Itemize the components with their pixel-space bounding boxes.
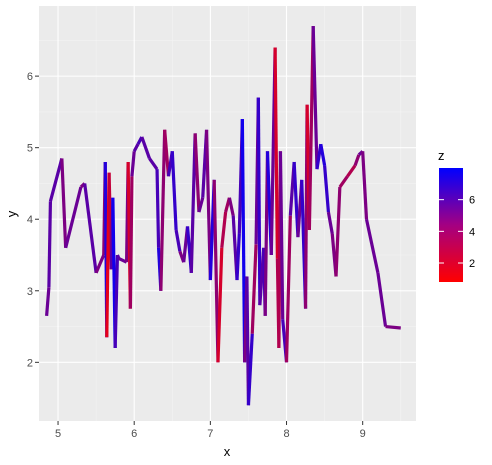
series-segment — [216, 247, 224, 363]
series-segment — [197, 197, 205, 213]
series-segment — [376, 272, 388, 327]
y-tick-label: 3 — [27, 286, 33, 298]
grid-minor — [39, 6, 416, 421]
series-segment — [163, 129, 171, 177]
series-segment — [385, 324, 401, 330]
legend-title: z — [438, 148, 445, 163]
series-segment — [140, 136, 151, 159]
series-segment — [174, 229, 182, 252]
series-segment — [132, 143, 140, 153]
y-tick-label: 2 — [27, 357, 33, 369]
series-segment — [113, 254, 120, 349]
series-segment — [115, 254, 121, 260]
series-segment — [170, 151, 178, 231]
series-segment — [353, 154, 361, 167]
series-segment — [250, 244, 258, 334]
legend-label: 2 — [469, 258, 475, 270]
series-segment — [319, 143, 327, 166]
series-segment — [130, 151, 136, 177]
series-segment — [148, 157, 159, 171]
legend: z 2 4 6 — [438, 148, 475, 282]
series-segment — [45, 287, 51, 316]
series-segment — [227, 197, 235, 216]
series-segment — [326, 211, 334, 234]
series-segment — [361, 151, 369, 220]
series-segment — [94, 254, 106, 274]
legend-label: 6 — [469, 195, 475, 207]
series-segment — [235, 233, 241, 281]
series-segment — [346, 164, 357, 178]
x-tick-label: 7 — [207, 428, 213, 440]
series-segment — [364, 218, 380, 274]
series-segment — [220, 211, 228, 249]
series-segment — [193, 133, 201, 213]
plot-panel — [39, 6, 416, 421]
series-segment — [189, 133, 197, 273]
series-segment — [323, 165, 331, 213]
series-segment — [159, 129, 167, 291]
legend-label: 4 — [469, 226, 475, 238]
y-tick-label: 6 — [27, 71, 33, 83]
y-axis-title: y — [4, 210, 19, 217]
series-segment — [256, 97, 262, 306]
y-tick-label: 5 — [27, 143, 33, 155]
series-segment — [60, 158, 68, 248]
series-segment — [155, 169, 161, 248]
x-axis-ticks: 5 6 7 8 9 — [55, 421, 366, 440]
x-tick-label: 8 — [283, 428, 289, 440]
series-segment — [284, 215, 292, 363]
series-segment — [273, 47, 279, 259]
y-axis-ticks: 2 3 4 5 6 — [27, 71, 39, 369]
series-segment — [338, 175, 349, 188]
series-segment — [212, 179, 220, 363]
series-segment — [83, 183, 98, 274]
series-line — [45, 25, 401, 406]
legend-ticks: 2 4 6 — [439, 195, 475, 270]
x-tick-label: 5 — [55, 428, 61, 440]
legend-colorbar — [439, 168, 463, 282]
series-segment — [311, 25, 319, 170]
x-tick-label: 6 — [131, 428, 137, 440]
series-segment — [128, 176, 134, 309]
y-tick-label: 4 — [27, 214, 33, 226]
series-segment — [278, 151, 285, 320]
series-segment — [48, 157, 64, 202]
series-segment — [47, 201, 53, 288]
series-segment — [64, 186, 83, 249]
series-segment — [334, 186, 342, 277]
series-segment — [246, 333, 254, 406]
x-tick-label: 9 — [360, 428, 366, 440]
x-axis-title: x — [224, 444, 231, 459]
